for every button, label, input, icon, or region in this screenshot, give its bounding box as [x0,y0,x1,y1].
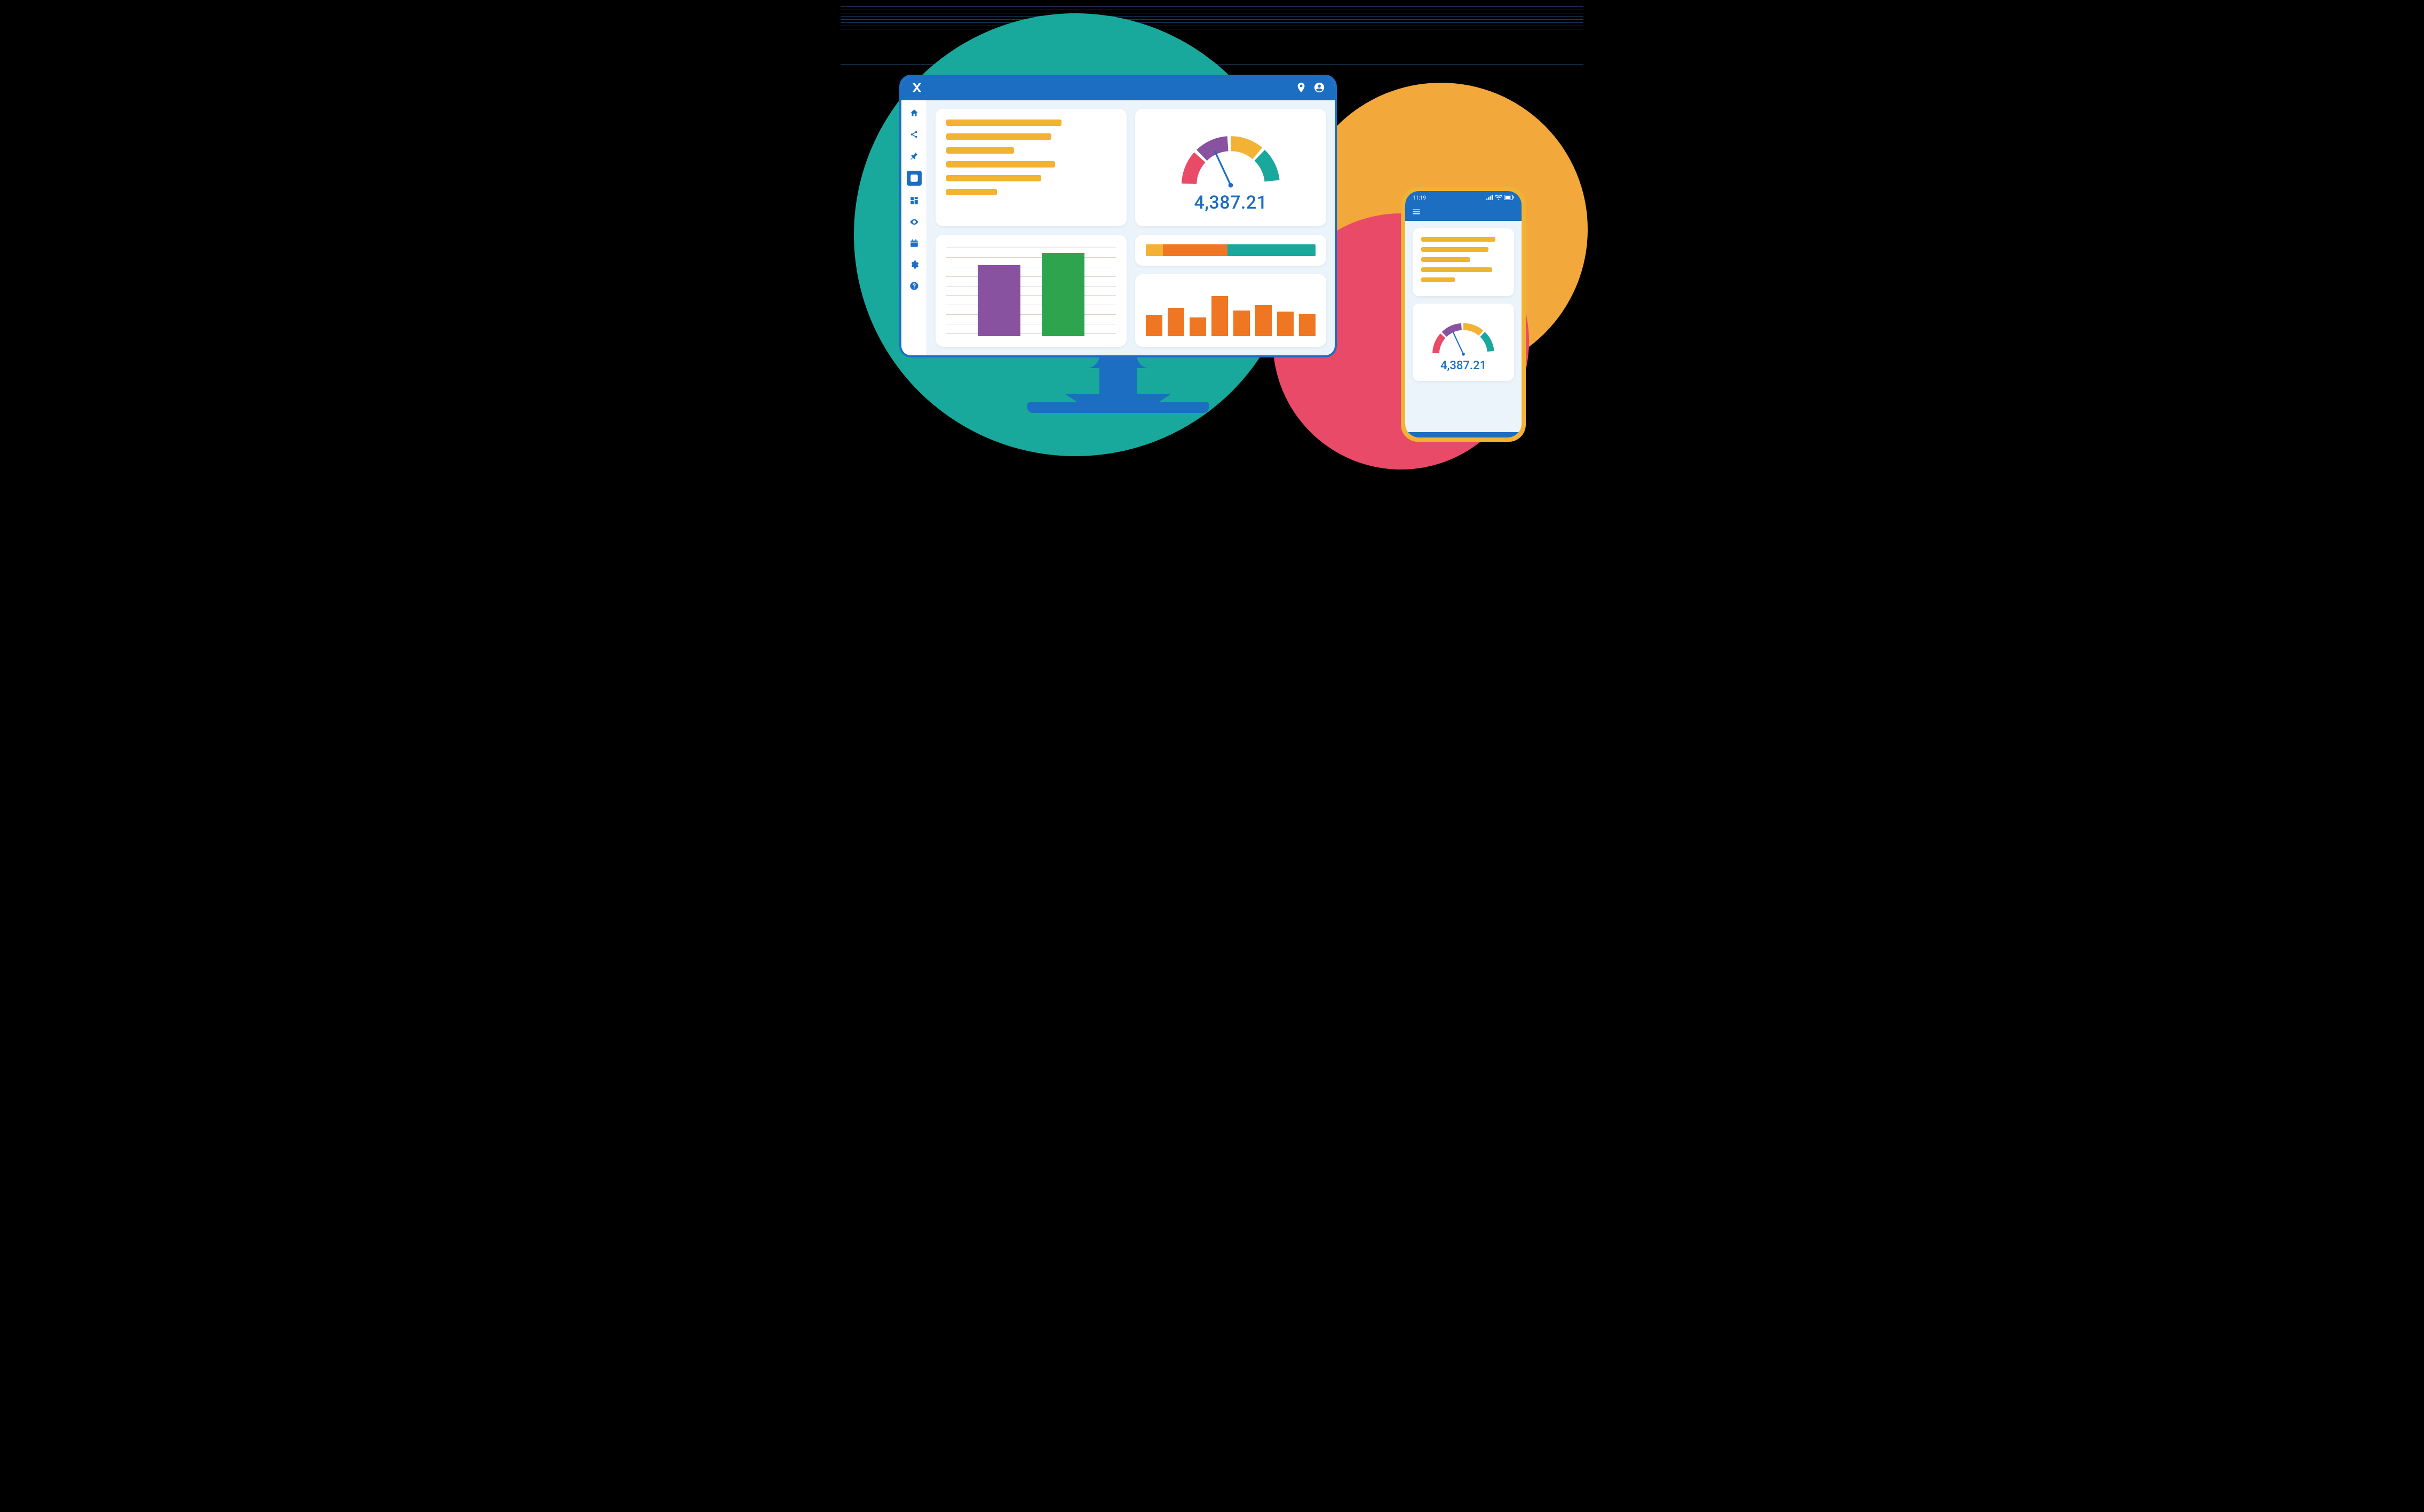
bar [1042,253,1084,336]
text-placeholder-line [1421,257,1470,262]
text-placeholder-line [946,147,1014,154]
hamburger-icon[interactable] [1412,207,1421,219]
text-panel [936,109,1127,226]
gauge-segment [1483,335,1491,352]
sidebar [901,100,927,355]
mini-bar [1299,314,1316,336]
sidebar-home-icon[interactable] [908,107,921,120]
stacked-segment [1146,244,1163,256]
sidebar-share-icon[interactable] [908,128,921,141]
mini-bar [1146,315,1162,336]
user-account-icon[interactable] [1313,82,1325,96]
gauge-segment [1231,144,1257,153]
phone-device: 11:19 4,387.21 [1401,187,1526,442]
mini-bar [1168,308,1184,336]
gauge-segment [1259,155,1272,181]
decorative-line [841,22,1583,23]
text-placeholder-line [946,120,1062,126]
text-placeholder-line [946,175,1041,181]
desktop-screen: 4,387.21 [899,75,1337,357]
stacked-segment [1163,244,1227,256]
mini-bar [1190,317,1206,336]
text-placeholder-line [1421,237,1495,242]
phone-gauge-value: 4,387.21 [1440,359,1486,372]
phone-time: 11:19 [1413,195,1426,201]
mini-bar [1211,296,1228,336]
gauge-segment [1463,327,1481,333]
gauge-segment [1189,157,1200,184]
gauge-panel: 4,387.21 [1135,109,1326,226]
gauge-needle [1453,332,1463,354]
phone-navbar [1405,205,1522,221]
gauge-segment [1436,336,1443,353]
decorative-line [841,6,1583,7]
text-placeholder-line [1421,267,1492,272]
mini-bar [1233,311,1250,336]
phone-home-bar [1405,432,1522,437]
battery-icon [1504,195,1514,202]
gauge-segment [1202,144,1228,155]
sidebar-eye-icon[interactable] [908,216,921,228]
text-placeholder-line [946,189,997,195]
gauge-pivot [1229,183,1233,188]
decorative-line [841,16,1583,17]
sidebar-check-icon[interactable] [907,171,922,186]
monitor-base [1027,402,1209,413]
phone-status-bar: 11:19 [1405,191,1522,205]
topbar [901,77,1335,100]
sidebar-pin-icon[interactable] [908,149,921,162]
phone-gauge-panel: 4,387.21 [1413,304,1514,381]
bar [978,265,1020,336]
phone-text-panel [1413,228,1514,296]
text-placeholder-line [946,133,1051,140]
sidebar-calendar-icon[interactable] [908,237,921,250]
mini-bar [1277,312,1294,336]
sidebar-dashboard-icon[interactable] [908,194,921,207]
gauge-segment [1444,327,1461,334]
wifi-icon [1495,195,1502,202]
text-placeholder-line [1421,247,1488,252]
mini-bar [1255,305,1272,336]
logo-x-icon[interactable] [911,82,923,96]
decorative-line [841,19,1583,20]
gauge-value: 4,387.21 [1194,192,1268,213]
text-placeholder-line [1421,277,1455,282]
mini-barchart-panel [1135,274,1326,347]
stacked-bar-panel [1135,235,1326,266]
signal-icon [1486,195,1493,202]
sidebar-settings-icon[interactable] [908,258,921,271]
desktop-monitor: 4,387.21 [899,75,1337,357]
location-pin-icon[interactable] [1295,82,1307,96]
barchart-panel [936,235,1127,347]
gauge-needle [1215,152,1231,185]
sidebar-help-icon[interactable] [908,280,921,292]
gauge-pivot [1462,353,1465,356]
text-placeholder-line [946,161,1055,168]
stacked-segment [1227,244,1316,256]
